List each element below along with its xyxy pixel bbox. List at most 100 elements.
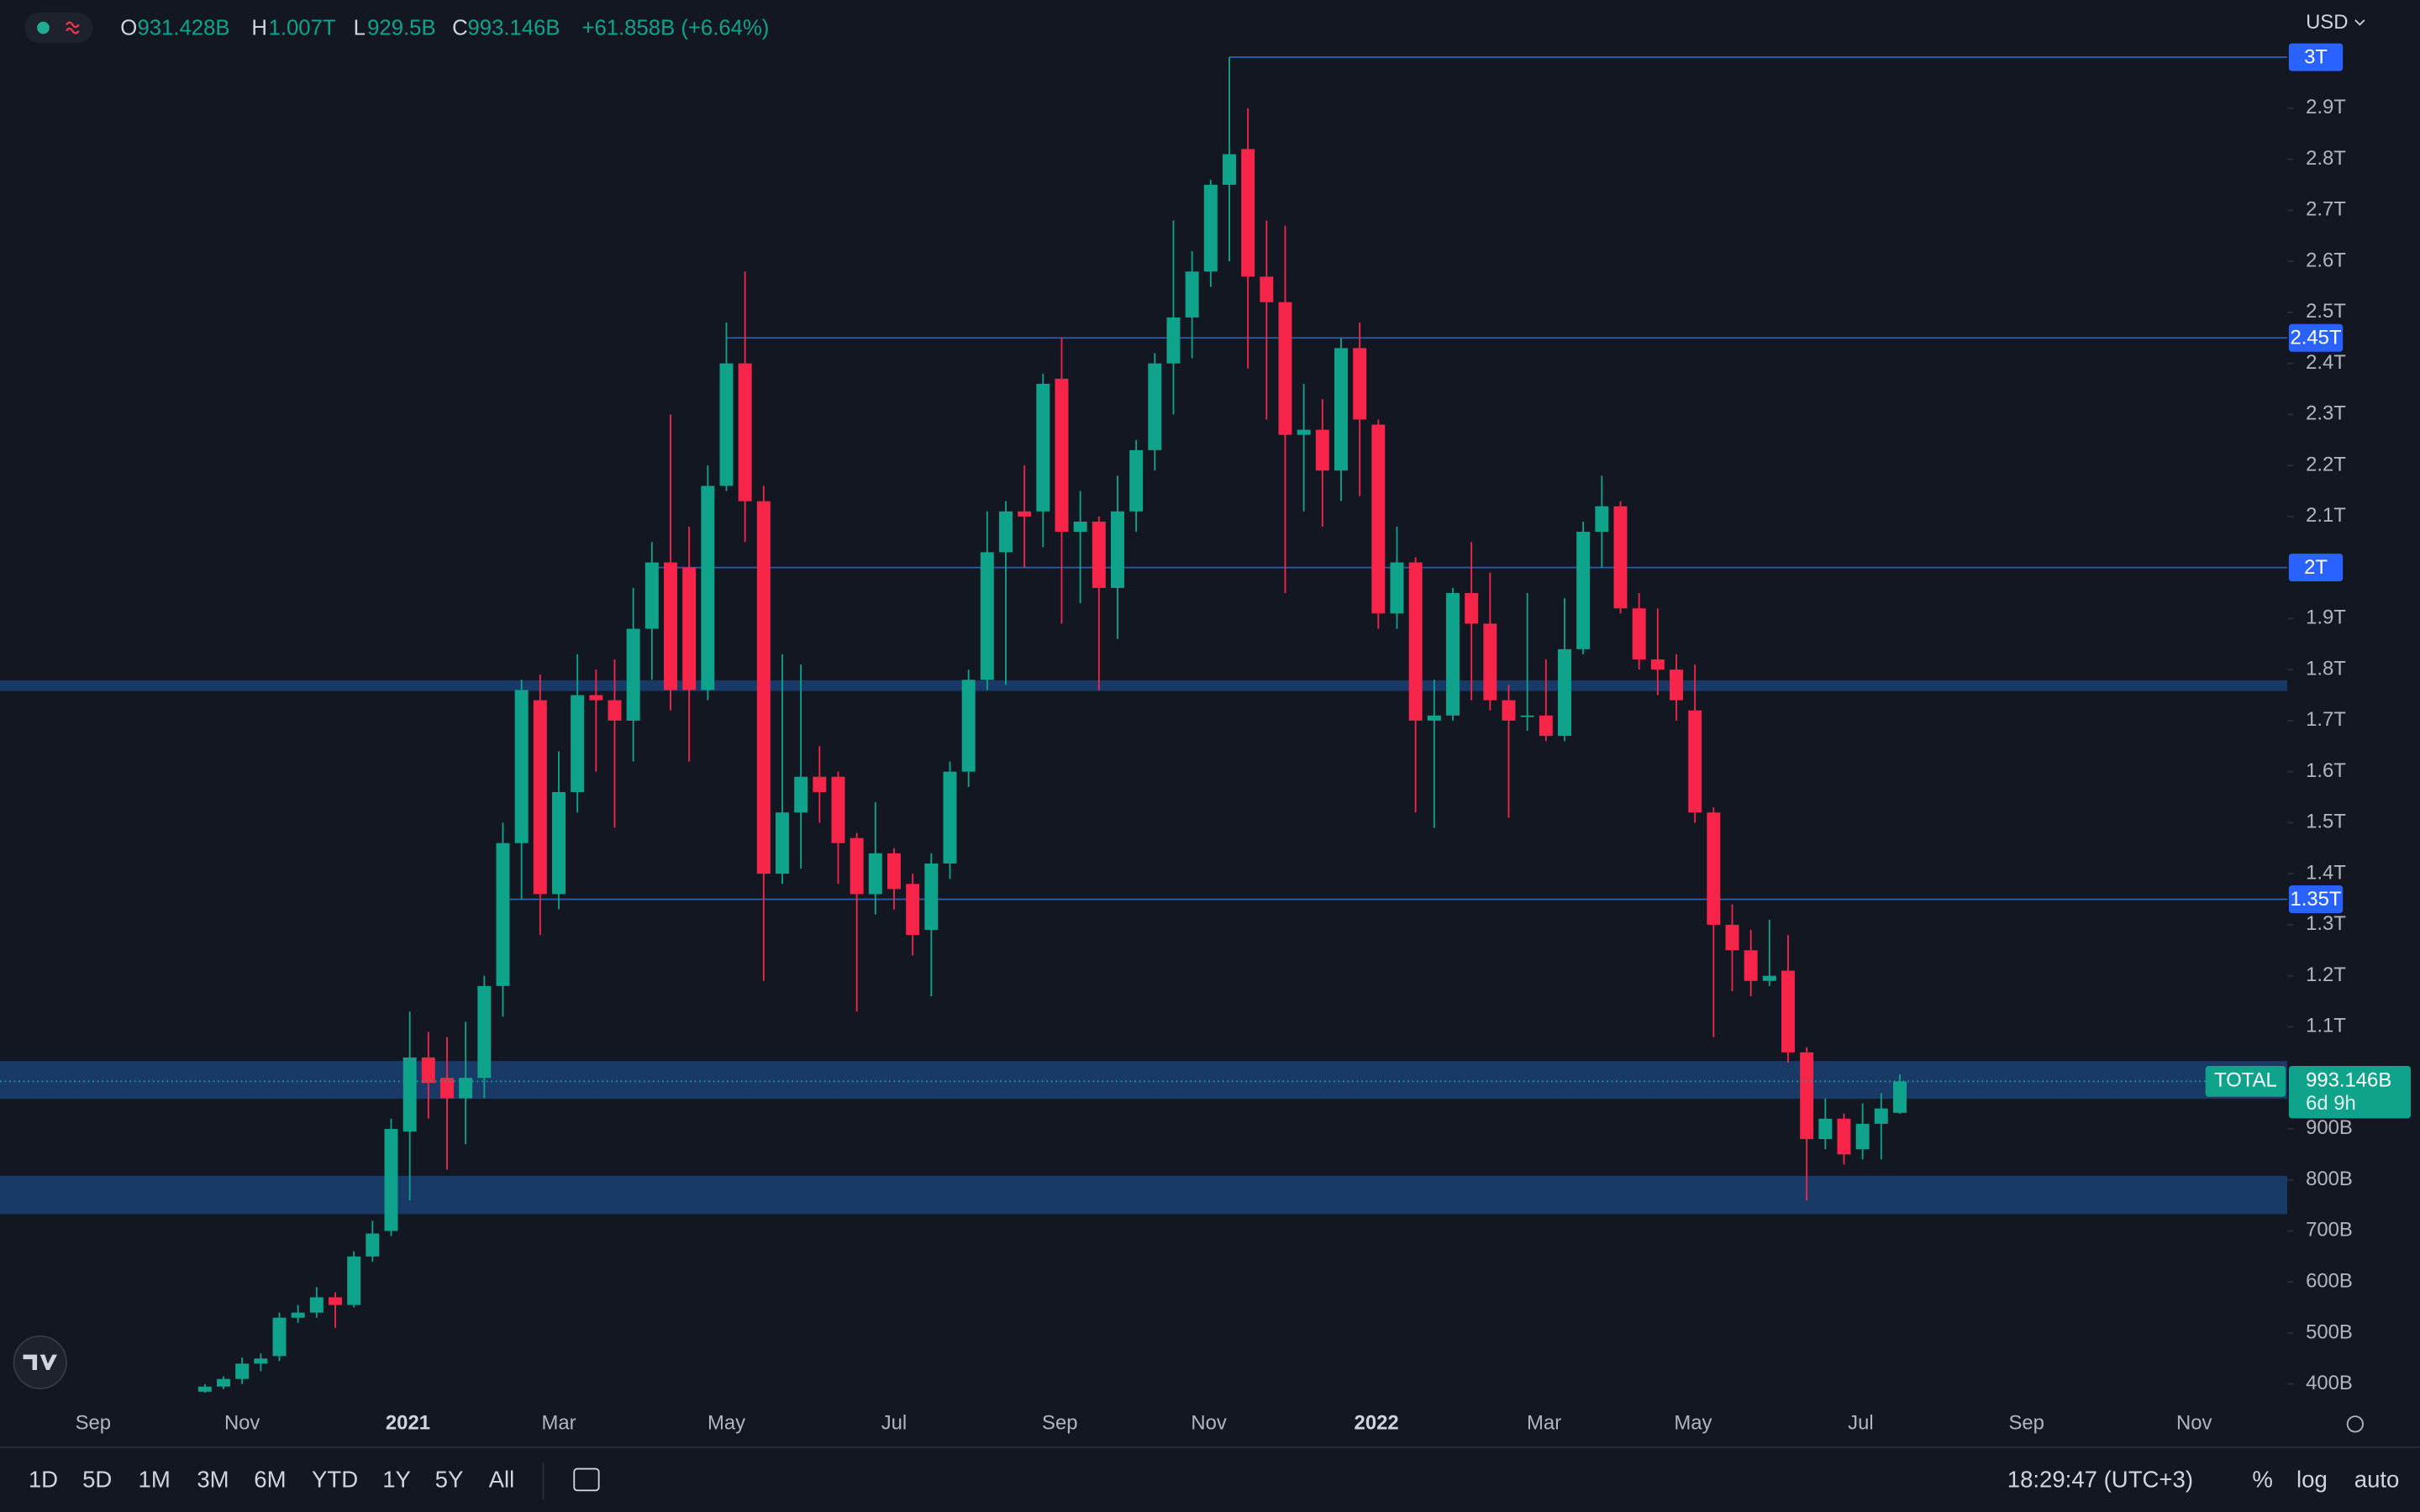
candle-body	[1390, 562, 1404, 614]
candle-body	[961, 680, 976, 772]
y-tick-label: 1.3T	[2306, 912, 2346, 935]
candle-body	[571, 695, 585, 792]
candle-body	[1241, 149, 1255, 277]
candle-body	[496, 843, 510, 986]
range-button[interactable]: 5Y	[435, 1467, 464, 1493]
scale-option[interactable]: log	[2296, 1467, 2328, 1493]
zone	[0, 1061, 2288, 1100]
candle-body	[1073, 521, 1087, 533]
scale-option[interactable]: auto	[2354, 1467, 2400, 1493]
candle-body	[1576, 532, 1591, 649]
y-tick-label: 2.3T	[2306, 402, 2346, 425]
y-tick-label: 1.6T	[2306, 759, 2346, 782]
candle-body	[776, 812, 789, 874]
candle-body	[1111, 511, 1124, 588]
range-button[interactable]: 5D	[82, 1467, 112, 1493]
currency[interactable]: USD	[2306, 11, 2348, 34]
countdown: 6d 9h	[2306, 1092, 2356, 1115]
level-badge-label: 1.35T	[2291, 888, 2342, 911]
candle-body	[1539, 715, 1553, 737]
y-tick-label: 500B	[2306, 1320, 2353, 1343]
candle-body	[384, 1128, 398, 1231]
x-tick-label: Mar	[541, 1412, 576, 1435]
candle-body	[197, 1386, 212, 1392]
logo[interactable]	[13, 1335, 67, 1389]
y-tick-label: 1.1T	[2306, 1015, 2346, 1037]
x-tick-label: Nov	[224, 1412, 260, 1435]
candle-body	[1483, 623, 1497, 701]
range-button[interactable]: 1D	[29, 1467, 58, 1493]
candle-body	[1874, 1108, 1888, 1124]
level-badge-label: 2.45T	[2291, 326, 2342, 349]
level-badge-label: 3T	[2304, 45, 2328, 68]
price-badge	[2288, 1065, 2411, 1119]
x-tick-label: Jul	[881, 1412, 908, 1435]
range-button[interactable]: 1M	[139, 1467, 171, 1493]
candle-body	[1818, 1118, 1833, 1140]
range-button[interactable]: 6M	[254, 1467, 286, 1493]
ohlc-change: +61.858B (+6.64%)	[581, 17, 769, 40]
status-pill[interactable]	[24, 12, 93, 44]
candle-body	[1129, 449, 1144, 512]
y-tick-label: 2.6T	[2306, 249, 2346, 271]
y-tick-label: 2.7T	[2306, 198, 2346, 221]
y-tick-label: 1.7T	[2306, 708, 2346, 731]
candle-body	[664, 562, 677, 690]
y-tick-label: 1.9T	[2306, 606, 2346, 629]
candle-body	[589, 695, 603, 701]
candle-body	[887, 853, 901, 890]
candle-body	[1781, 970, 1795, 1053]
range-button[interactable]: 1Y	[382, 1467, 411, 1493]
candle-body	[309, 1297, 324, 1313]
candle-body	[1334, 348, 1348, 471]
candle-body	[217, 1378, 230, 1387]
candle-body	[756, 501, 771, 874]
y-tick-label: 800B	[2306, 1168, 2353, 1190]
candle-body	[738, 363, 752, 501]
candle-body	[1353, 348, 1367, 420]
candle-body	[644, 562, 659, 629]
ohlc-high-key: H	[251, 17, 267, 40]
candle-body	[1613, 506, 1628, 609]
level-badge	[2288, 554, 2344, 582]
range-button[interactable]: All	[489, 1467, 515, 1493]
candle-body	[291, 1312, 305, 1318]
price-badge-label: 993.146B	[2306, 1069, 2391, 1092]
candle-body	[1203, 184, 1218, 272]
currency-caret	[2354, 19, 2365, 26]
status-dot	[37, 21, 50, 34]
candle-body	[1408, 562, 1423, 721]
candle-body	[1762, 975, 1776, 981]
candle-body	[924, 864, 939, 930]
candle-body	[440, 1078, 454, 1099]
candle-body	[1520, 715, 1534, 717]
candle-body	[999, 511, 1013, 553]
candle-body	[459, 1078, 473, 1099]
candle-body	[402, 1057, 417, 1131]
calendar-icon[interactable]	[573, 1467, 600, 1492]
candle-body	[1502, 700, 1516, 721]
ohlc-open-key: O	[120, 17, 137, 40]
candle-body	[943, 771, 957, 864]
ohlc-low: 929.5B	[367, 17, 435, 40]
range-button[interactable]: 3M	[197, 1467, 229, 1493]
y-tick-label: 1.2T	[2306, 963, 2346, 986]
settings-icon[interactable]	[2346, 1415, 2364, 1433]
y-tick-label: 2.4T	[2306, 351, 2346, 374]
y-tick-label: 700B	[2306, 1219, 2353, 1242]
candle-body	[1650, 659, 1665, 670]
clock[interactable]: 18:29:47 (UTC+3)	[2007, 1467, 2193, 1493]
candle-body	[906, 884, 920, 936]
y-tick-label: 1.4T	[2306, 861, 2346, 884]
range-button[interactable]: YTD	[312, 1467, 358, 1493]
candle-body	[347, 1256, 361, 1305]
ohlc-close: 993.146B	[468, 17, 560, 40]
level-badge	[2288, 885, 2344, 914]
candle-body	[1892, 1081, 1907, 1113]
x-tick-label: Sep	[76, 1412, 111, 1435]
scale-option[interactable]: %	[2252, 1467, 2273, 1493]
level-badge	[2288, 43, 2344, 71]
zone	[0, 1175, 2288, 1215]
candle-body	[608, 700, 622, 721]
